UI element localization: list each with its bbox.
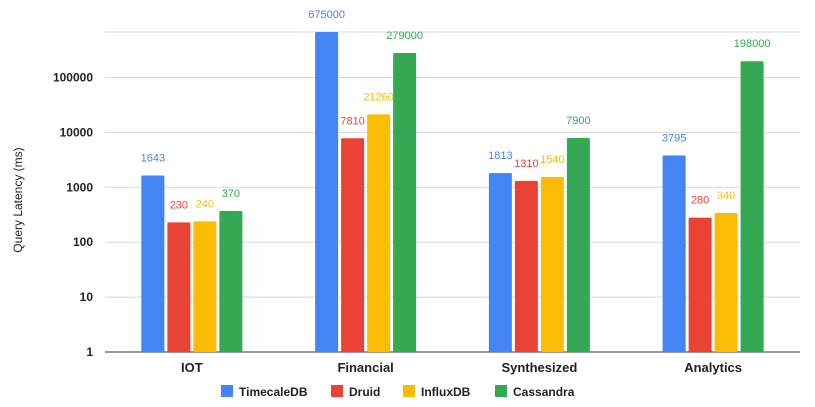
x-tick-label: Synthesized [501,360,577,375]
data-label: 280 [691,195,709,207]
legend-swatch-timecaledb [221,385,233,397]
y-tick-label: 1000 [66,180,93,194]
bar-timecaledb-synthesized [488,173,512,352]
legend-label-cassandra: Cassandra [513,385,575,399]
legend-label-timecaledb: TimecaleDB [239,385,308,399]
y-axis-title: Query Latency (ms) [11,147,25,252]
data-label: 7900 [566,115,590,127]
y-tick-label: 100 [73,235,93,249]
y-tick-label: 100000 [53,71,93,85]
legend: TimecaleDB Druid InfluxDB Cassandra [221,385,575,399]
legend-swatch-druid [331,385,343,397]
x-tick-label: Analytics [684,360,742,375]
bar-timecaledb-analytics [662,155,686,352]
y-tick-label: 1 [86,345,93,359]
data-label: 675000 [308,9,345,21]
legend-swatch-influxdb [403,385,415,397]
x-tick-label: IOT [181,360,203,375]
y-tick-label: 10000 [60,125,94,139]
axes: 1 10 100 1000 10000 100000 IOT Financial Synthes… [53,71,800,375]
bar-druid-financial [341,138,365,352]
data-label: 1813 [488,150,512,162]
legend-label-influxdb: InfluxDB [421,385,471,399]
data-label: 340 [717,190,735,202]
bar-cassandra-analytics [740,61,764,353]
bar-druid-synthesized [514,180,538,352]
data-label: 1540 [540,154,564,166]
bar-cassandra-synthesized [566,138,590,352]
bar-influxdb-financial [367,114,391,352]
data-label: 3795 [662,133,686,145]
bar-cassandra-financial [393,53,417,353]
y-tick-label: 10 [80,290,94,304]
bar-influxdb-iot [193,221,217,352]
data-label: 1310 [514,158,538,170]
data-label: 198000 [734,38,771,50]
bar-timecaledb-iot [141,175,165,352]
x-tick-label: Financial [337,360,393,375]
bar-timecaledb-financial [315,31,339,352]
bar-influxdb-analytics [714,213,738,352]
bar-influxdb-synthesized [540,177,564,352]
data-label: 279000 [386,30,423,42]
bar-druid-iot [167,222,191,352]
data-label: 240 [196,198,214,210]
bar-cassandra-iot [219,211,243,352]
data-label: 1643 [141,152,165,164]
data-label: 21260 [363,91,394,103]
bars [141,31,764,353]
bar-druid-analytics [688,217,712,352]
data-label: 230 [170,199,188,211]
data-label: 7810 [340,115,364,127]
legend-swatch-cassandra [495,385,507,397]
data-label: 370 [222,188,240,200]
legend-label-druid: Druid [349,385,380,399]
data-labels: 1643 230 240 370 675000 7810 21260 279000 181313… [141,9,771,211]
